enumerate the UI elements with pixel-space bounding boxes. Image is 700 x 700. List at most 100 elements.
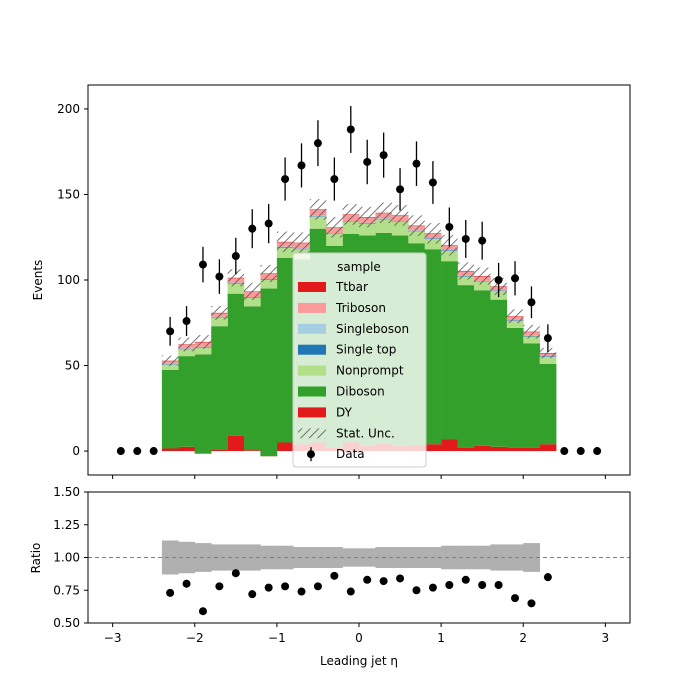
bar-nonprompt-17 — [441, 250, 458, 262]
data-point-26 — [543, 334, 552, 343]
data-point-10 — [281, 175, 290, 184]
bar-nonprompt-3 — [211, 317, 228, 327]
bar-diboson-20 — [490, 299, 508, 447]
main-y-ticks: 0 50 100 150 200 — [57, 102, 88, 458]
ratio-ytick-label-1: 0.75 — [53, 583, 80, 597]
ratio-point-18 — [461, 575, 470, 584]
xtick-label-4: 1 — [437, 631, 445, 645]
ratio-x-ticks: −3 −2 −1 0 1 2 3 — [104, 623, 609, 645]
bar-dy-18 — [457, 447, 475, 452]
data-point-28 — [576, 447, 585, 456]
stat-unc-13 — [375, 202, 392, 224]
ratio-point-9 — [313, 582, 322, 591]
stat-unc-8 — [293, 232, 310, 253]
legend-marker-ttbar — [298, 282, 326, 292]
stat-unc-11 — [342, 204, 359, 225]
ratio-panel: 0.50 0.75 1.00 1.25 1.50 −3 −2 −1 0 1 2 3 Ratio Le… — [29, 485, 631, 668]
data-point-17 — [396, 185, 405, 194]
data-point-29 — [593, 447, 602, 456]
stat-unc-19 — [473, 267, 491, 285]
bar-diboson-1 — [178, 356, 196, 447]
ratio-band-6 — [260, 545, 278, 570]
main-ytick-label-0: 0 — [72, 444, 80, 458]
ratio-point-19 — [478, 581, 487, 590]
legend-label-ttbar: Ttbar — [335, 280, 368, 294]
bar-diboson-17 — [441, 261, 458, 440]
bar-dy-0 — [161, 448, 179, 452]
bar-nonprompt-9 — [309, 216, 327, 229]
bar-diboson-3 — [211, 326, 228, 450]
bar-nonprompt-0 — [161, 364, 179, 370]
bar-nonprompt-21 — [506, 321, 524, 328]
data-point-8 — [248, 224, 257, 233]
ratio-ytick-label-2: 1.00 — [53, 551, 80, 565]
stat-unc-14 — [391, 205, 409, 226]
data-point-5 — [198, 260, 207, 269]
data-point-23 — [494, 276, 503, 284]
ratio-points — [166, 569, 552, 616]
stat-unc-9 — [309, 199, 327, 220]
stat-unc-7 — [276, 231, 294, 253]
bar-diboson-7 — [276, 257, 294, 443]
ratio-band-17 — [441, 545, 458, 570]
xtick-label-5: 2 — [519, 631, 527, 645]
data-point-21 — [461, 234, 470, 243]
ratio-point-0 — [166, 588, 175, 597]
data-point-11 — [297, 161, 306, 170]
stat-unc-6 — [260, 264, 277, 283]
bar-nonprompt-18 — [457, 276, 475, 286]
bar-nonprompt-12 — [359, 223, 376, 236]
bar-diboson-2 — [194, 354, 212, 454]
bar-dy-19 — [473, 445, 491, 452]
legend: sample Ttbar Triboson Singleboson Single to… — [292, 252, 427, 468]
ratio-point-21 — [511, 594, 520, 603]
main-ytick-label-1: 50 — [65, 359, 80, 373]
ratio-point-13 — [379, 577, 388, 586]
xtick-label-1: −2 — [186, 631, 204, 645]
legend-label-stat-unc-: Stat. Unc. — [336, 426, 395, 440]
bar-dy-22 — [523, 447, 540, 452]
legend-label-single-top: Single top — [336, 343, 396, 357]
data-point-16 — [379, 151, 388, 160]
data-point-14 — [346, 125, 355, 134]
ratio-point-3 — [215, 582, 224, 591]
bar-diboson-19 — [473, 290, 491, 446]
ratio-y-axis-label: Ratio — [29, 543, 43, 574]
data-point-2 — [149, 447, 158, 456]
bar-nonprompt-16 — [424, 238, 442, 250]
data-point-19 — [428, 178, 437, 187]
bar-nonprompt-19 — [473, 281, 491, 291]
legend-marker-nonprompt — [298, 365, 326, 376]
data-point-7 — [231, 252, 240, 261]
main-y-axis-label: Events — [31, 260, 45, 301]
stat-unc-2 — [194, 335, 212, 349]
legend-label-singleboson: Singleboson — [336, 322, 409, 336]
ratio-y-ticks: 0.50 0.75 1.00 1.25 1.50 — [53, 485, 88, 630]
ratio-point-2 — [198, 607, 207, 616]
stat-unc-22 — [523, 324, 540, 339]
data-point-20 — [445, 222, 454, 231]
legend-marker-data — [307, 450, 315, 459]
stat-unc-23 — [539, 347, 557, 359]
legend-title: sample — [337, 260, 381, 274]
bar-dy-23 — [539, 444, 557, 452]
ratio-point-5 — [248, 590, 257, 599]
data-point-24 — [511, 274, 520, 283]
bar-nonprompt-22 — [523, 336, 540, 344]
legend-marker-dy — [298, 407, 326, 418]
legend-label-diboson: Diboson — [336, 385, 385, 399]
ratio-point-14 — [396, 574, 405, 583]
bar-nonprompt-5 — [244, 297, 261, 307]
legend-marker-diboson — [298, 386, 326, 397]
bar-nonprompt-7 — [276, 247, 294, 258]
data-point-15 — [363, 157, 372, 166]
x-axis-label: Leading jet η — [320, 654, 398, 668]
ratio-band-12 — [359, 548, 376, 567]
legend-label-data: Data — [336, 447, 365, 461]
bar-diboson-21 — [506, 327, 524, 448]
stat-unc-4 — [227, 269, 245, 287]
ratio-point-11 — [346, 587, 355, 596]
ratio-point-7 — [281, 582, 290, 591]
ratio-point-6 — [264, 583, 273, 592]
ratio-ytick-label-0: 0.50 — [53, 616, 80, 630]
